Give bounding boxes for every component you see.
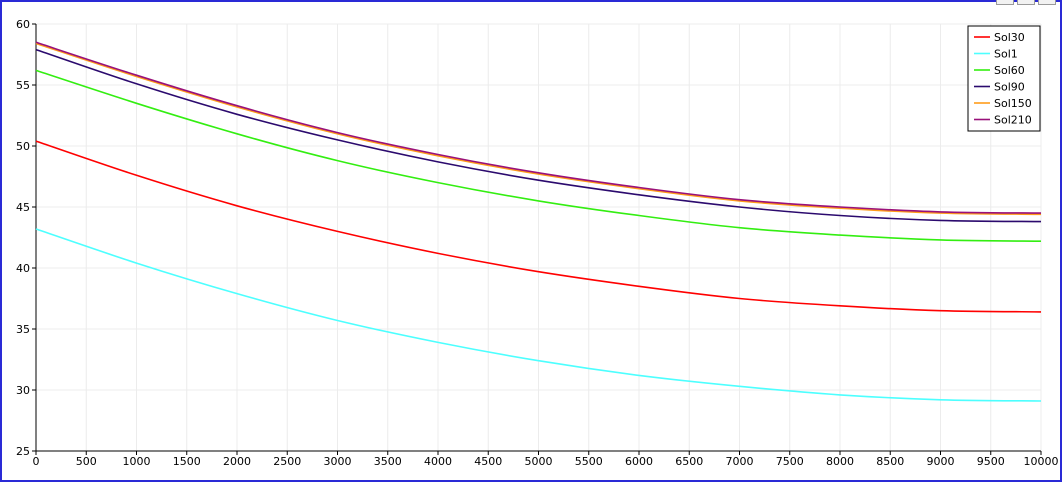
x-tick-label: 5500: [575, 455, 603, 468]
y-tick-label: 45: [16, 201, 30, 214]
x-tick-label: 2500: [273, 455, 301, 468]
y-tick-label: 50: [16, 140, 30, 153]
series-lines: [35, 41, 1042, 402]
series-line-sol1: [35, 228, 1042, 402]
x-tick-label: 8500: [876, 455, 904, 468]
legend-label-sol60: Sol60: [994, 64, 1025, 77]
series-line-sol60: [35, 69, 1042, 242]
y-tick-label: 25: [16, 445, 30, 458]
x-tick-label: 1500: [173, 455, 201, 468]
y-tick-label: 60: [16, 18, 30, 31]
window-button-stub[interactable]: [1038, 0, 1056, 5]
series-line-sol150: [35, 42, 1042, 216]
y-tick-label: 30: [16, 384, 30, 397]
x-tick-label: 2000: [223, 455, 251, 468]
legend-label-sol30: Sol30: [994, 31, 1025, 44]
x-tick-label: 500: [76, 455, 97, 468]
x-tick-label: 6000: [625, 455, 653, 468]
legend-label-sol90: Sol90: [994, 81, 1025, 94]
window-control-stubs: [996, 0, 1056, 5]
x-tick-label: 7500: [776, 455, 804, 468]
window-button-stub[interactable]: [1017, 0, 1035, 5]
x-tick-label: 1000: [123, 455, 151, 468]
y-tick-label: 35: [16, 323, 30, 336]
x-tick-label: 10000: [1024, 455, 1059, 468]
x-tick-label: 7000: [726, 455, 754, 468]
x-tick-label: 9000: [927, 455, 955, 468]
series-line-sol30: [35, 140, 1042, 313]
y-tick-label: 40: [16, 262, 30, 275]
legend-label-sol210: Sol210: [994, 114, 1032, 127]
x-tick-label: 4000: [424, 455, 452, 468]
legend-label-sol1: Sol1: [994, 48, 1018, 61]
x-tick-label: 3000: [324, 455, 352, 468]
x-tick-label: 5000: [525, 455, 553, 468]
legend-label-sol150: Sol150: [994, 97, 1032, 110]
window-button-stub[interactable]: [996, 0, 1014, 5]
y-axis-ticks: 25 30 35 40 45 50 55 60: [16, 18, 36, 458]
x-tick-label: 6500: [675, 455, 703, 468]
series-line-sol210: [35, 41, 1042, 214]
y-tick-label: 55: [16, 79, 30, 92]
legend-box: [967, 25, 1041, 132]
x-tick-label: 4500: [474, 455, 502, 468]
x-tick-label: 8000: [826, 455, 854, 468]
x-tick-label: 9500: [977, 455, 1005, 468]
legend: Sol30 Sol1 Sol60 Sol90 Sol150 Sol210: [967, 25, 1041, 132]
x-tick-label: 0: [33, 455, 40, 468]
x-axis-ticks: 0 500 1000 1500 2000 2500 3000 3500 4000 4500 5000…: [33, 451, 1059, 468]
series-line-sol90: [35, 48, 1042, 223]
x-tick-label: 3500: [374, 455, 402, 468]
